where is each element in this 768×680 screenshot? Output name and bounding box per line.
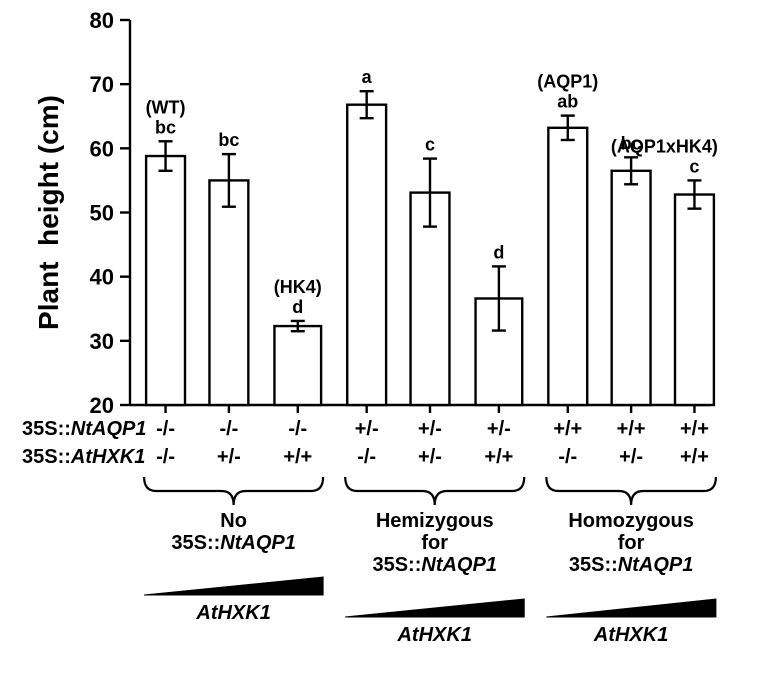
genotype-value: +/- — [217, 446, 241, 468]
wedge-label: AtHXK1 — [593, 624, 668, 646]
group-brace — [345, 477, 524, 505]
genotype-value: -/- — [288, 418, 307, 440]
genotype-value: +/+ — [617, 418, 646, 440]
significance-letter: a — [362, 67, 373, 87]
y-tick-label: 30 — [90, 329, 114, 354]
genotype-value: +/+ — [680, 418, 709, 440]
y-tick-label: 40 — [90, 265, 114, 290]
group-label: for — [618, 532, 645, 554]
genotype-value: +/- — [355, 418, 379, 440]
group-label: Homozygous — [568, 510, 694, 532]
genotype-row-label: 35S::NtAQP1 — [22, 418, 146, 440]
y-axis-label: Plant height (cm) — [33, 95, 64, 330]
group-label: 35S::NtAQP1 — [569, 554, 693, 576]
significance-letter: d — [292, 297, 303, 317]
genotype-value: +/- — [418, 418, 442, 440]
significance-letter: ab — [557, 92, 578, 112]
genotype-value: -/- — [357, 446, 376, 468]
y-tick-label: 50 — [90, 201, 114, 226]
genotype-row-label: 35S::AtHXK1 — [22, 446, 145, 468]
group-label: No — [220, 510, 247, 532]
y-tick-label: 80 — [90, 8, 114, 33]
genotype-value: -/- — [156, 446, 175, 468]
bar — [209, 180, 248, 405]
gradient-wedge-icon — [144, 577, 323, 595]
y-tick-label: 70 — [90, 72, 114, 97]
genotype-value: +/+ — [680, 446, 709, 468]
bar — [612, 171, 651, 405]
group-label: 35S::NtAQP1 — [372, 554, 496, 576]
group-label: Hemizygous — [376, 510, 494, 532]
group-brace — [546, 477, 716, 505]
genotype-value: -/- — [156, 418, 175, 440]
wedge-label: AtHXK1 — [396, 624, 471, 646]
group-label: for — [421, 532, 448, 554]
bar — [274, 326, 321, 405]
bar — [347, 105, 386, 405]
bar-paren-label: (AQP1) — [537, 72, 598, 92]
significance-letter: c — [425, 135, 435, 155]
bar-paren-label: (HK4) — [274, 277, 322, 297]
bar — [146, 156, 185, 405]
genotype-value: -/- — [219, 418, 238, 440]
group-label: 35S::NtAQP1 — [171, 532, 295, 554]
significance-letter: bc — [155, 117, 176, 137]
bar — [548, 128, 587, 405]
group-brace — [144, 477, 323, 505]
y-tick-label: 20 — [90, 393, 114, 418]
plant-height-bar-chart: 20304050607080Plant height (cm)bc(WT)bcd… — [0, 0, 768, 680]
genotype-value: +/+ — [283, 446, 312, 468]
genotype-value: +/- — [487, 418, 511, 440]
genotype-value: -/- — [558, 446, 577, 468]
significance-letter: d — [493, 242, 504, 262]
bar-paren-label: (WT) — [146, 97, 186, 117]
gradient-wedge-icon — [546, 599, 716, 617]
genotype-value: +/+ — [484, 446, 513, 468]
genotype-value: +/+ — [553, 418, 582, 440]
genotype-value: +/- — [619, 446, 643, 468]
significance-letter: bc — [218, 130, 239, 150]
wedge-label: AtHXK1 — [195, 602, 270, 624]
y-tick-label: 60 — [90, 136, 114, 161]
genotype-value: +/- — [418, 446, 442, 468]
gradient-wedge-icon — [345, 599, 524, 617]
bar — [675, 195, 714, 405]
bar-paren-label: (AQP1xHK4) — [611, 136, 718, 156]
significance-letter: c — [689, 156, 699, 176]
